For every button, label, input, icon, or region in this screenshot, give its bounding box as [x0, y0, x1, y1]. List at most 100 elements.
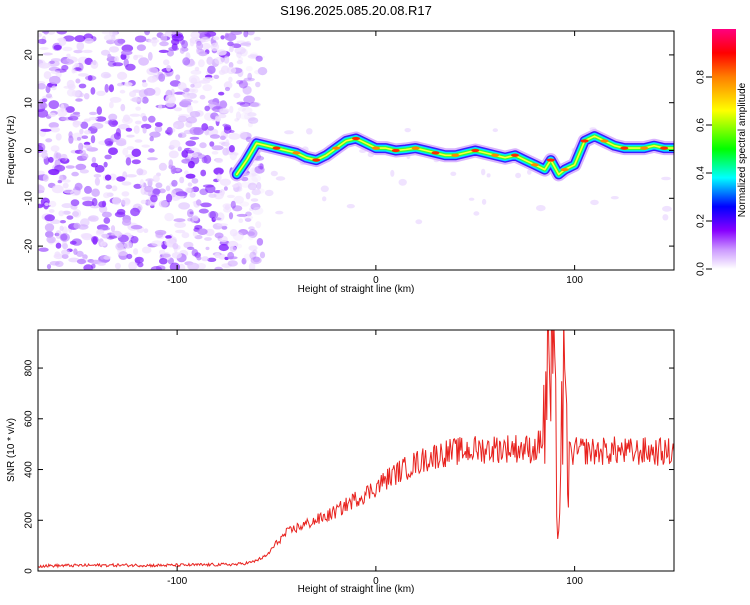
noise-blob	[404, 128, 411, 133]
noise-blob	[166, 65, 172, 72]
noise-blob	[219, 178, 231, 186]
noise-blob	[84, 37, 94, 44]
noise-blob	[247, 54, 259, 59]
noise-blob	[116, 138, 127, 146]
noise-blob	[74, 62, 80, 68]
noise-blob	[163, 59, 170, 66]
noise-blob	[222, 123, 228, 127]
noise-blob	[239, 132, 252, 140]
noise-blob	[175, 191, 188, 197]
ridge-peak	[471, 148, 480, 153]
noise-blob	[133, 54, 144, 58]
noise-blob	[236, 60, 243, 65]
noise-blob	[154, 125, 163, 133]
noise-blob	[117, 71, 128, 80]
noise-blob	[243, 31, 249, 38]
noise-blob	[228, 76, 233, 83]
noise-blob	[139, 179, 145, 188]
snr-y-tick-label: 600	[24, 410, 35, 427]
noise-blob	[228, 47, 234, 52]
ridge-peak	[660, 146, 669, 150]
noise-blob	[189, 126, 201, 136]
noise-blob	[38, 32, 43, 38]
noise-blob	[82, 49, 93, 54]
noise-blob	[257, 67, 268, 76]
noise-blob	[130, 236, 139, 244]
noise-blob	[48, 200, 57, 208]
noise-blob	[137, 262, 144, 268]
noise-blob	[135, 106, 141, 111]
noise-blob	[284, 130, 294, 135]
noise-blob	[94, 177, 100, 186]
noise-blob	[207, 257, 217, 262]
noise-blob	[125, 157, 132, 166]
noise-blob	[209, 141, 215, 147]
noise-blob	[131, 159, 141, 165]
noise-blob	[48, 209, 55, 213]
ridge-peak	[272, 146, 281, 150]
noise-blob	[62, 58, 74, 65]
noise-blob	[244, 217, 252, 222]
noise-blob	[100, 49, 111, 56]
noise-blob	[168, 159, 174, 168]
noise-blob	[190, 31, 200, 39]
noise-blob	[56, 108, 68, 118]
noise-blob	[140, 199, 147, 204]
ridge-peak	[451, 153, 460, 157]
noise-blob	[229, 105, 234, 114]
noise-blob	[238, 218, 244, 223]
ridge-peak	[352, 136, 360, 141]
noise-blob	[196, 42, 204, 50]
noise-blob	[190, 69, 202, 75]
noise-blob	[177, 146, 182, 152]
noise-blob	[239, 112, 250, 120]
noise-blob	[144, 185, 154, 193]
noise-blob	[45, 93, 53, 98]
colorbar-tick-label: 0.8	[696, 70, 707, 84]
noise-blob	[79, 169, 89, 174]
noise-blob	[103, 192, 111, 199]
noise-blob	[234, 118, 239, 122]
noise-blob	[158, 49, 169, 54]
noise-blob	[194, 225, 203, 230]
noise-blob	[117, 251, 128, 256]
noise-blob	[306, 128, 313, 135]
noise-blob	[398, 178, 407, 186]
noise-blob	[223, 55, 230, 64]
colorbar-label: Normalized spectral amplitude	[737, 82, 748, 217]
noise-blob	[212, 217, 222, 221]
noise-blob	[143, 87, 156, 96]
noise-blob	[58, 37, 67, 46]
noise-blob	[218, 113, 227, 119]
snr-y-tick-label: 800	[24, 359, 35, 376]
noise-blob	[75, 163, 87, 171]
noise-blob	[117, 82, 124, 87]
noise-blob	[199, 94, 206, 100]
noise-blob	[158, 162, 167, 171]
noise-blob	[235, 243, 243, 249]
noise-blob	[100, 71, 111, 79]
noise-blob	[189, 40, 195, 47]
noise-blob	[219, 108, 230, 114]
noise-blob	[159, 41, 169, 47]
noise-blob	[221, 225, 228, 230]
noise-blob	[141, 96, 149, 104]
noise-blob	[173, 107, 183, 112]
noise-blob	[201, 256, 209, 262]
noise-blob	[141, 144, 150, 148]
noise-blob	[142, 115, 148, 122]
noise-blob	[224, 33, 237, 42]
ridge-peak	[620, 146, 629, 150]
noise-blob	[207, 65, 216, 75]
noise-blob	[121, 197, 131, 206]
noise-blob	[184, 170, 189, 175]
noise-blob	[198, 59, 205, 68]
noise-blob	[244, 40, 252, 48]
noise-blob	[114, 38, 124, 46]
noise-blob	[126, 134, 135, 138]
noise-blob	[81, 196, 94, 201]
noise-blob	[120, 50, 133, 56]
noise-blob	[223, 206, 232, 213]
noise-blob	[48, 100, 60, 110]
noise-blob	[247, 117, 259, 124]
